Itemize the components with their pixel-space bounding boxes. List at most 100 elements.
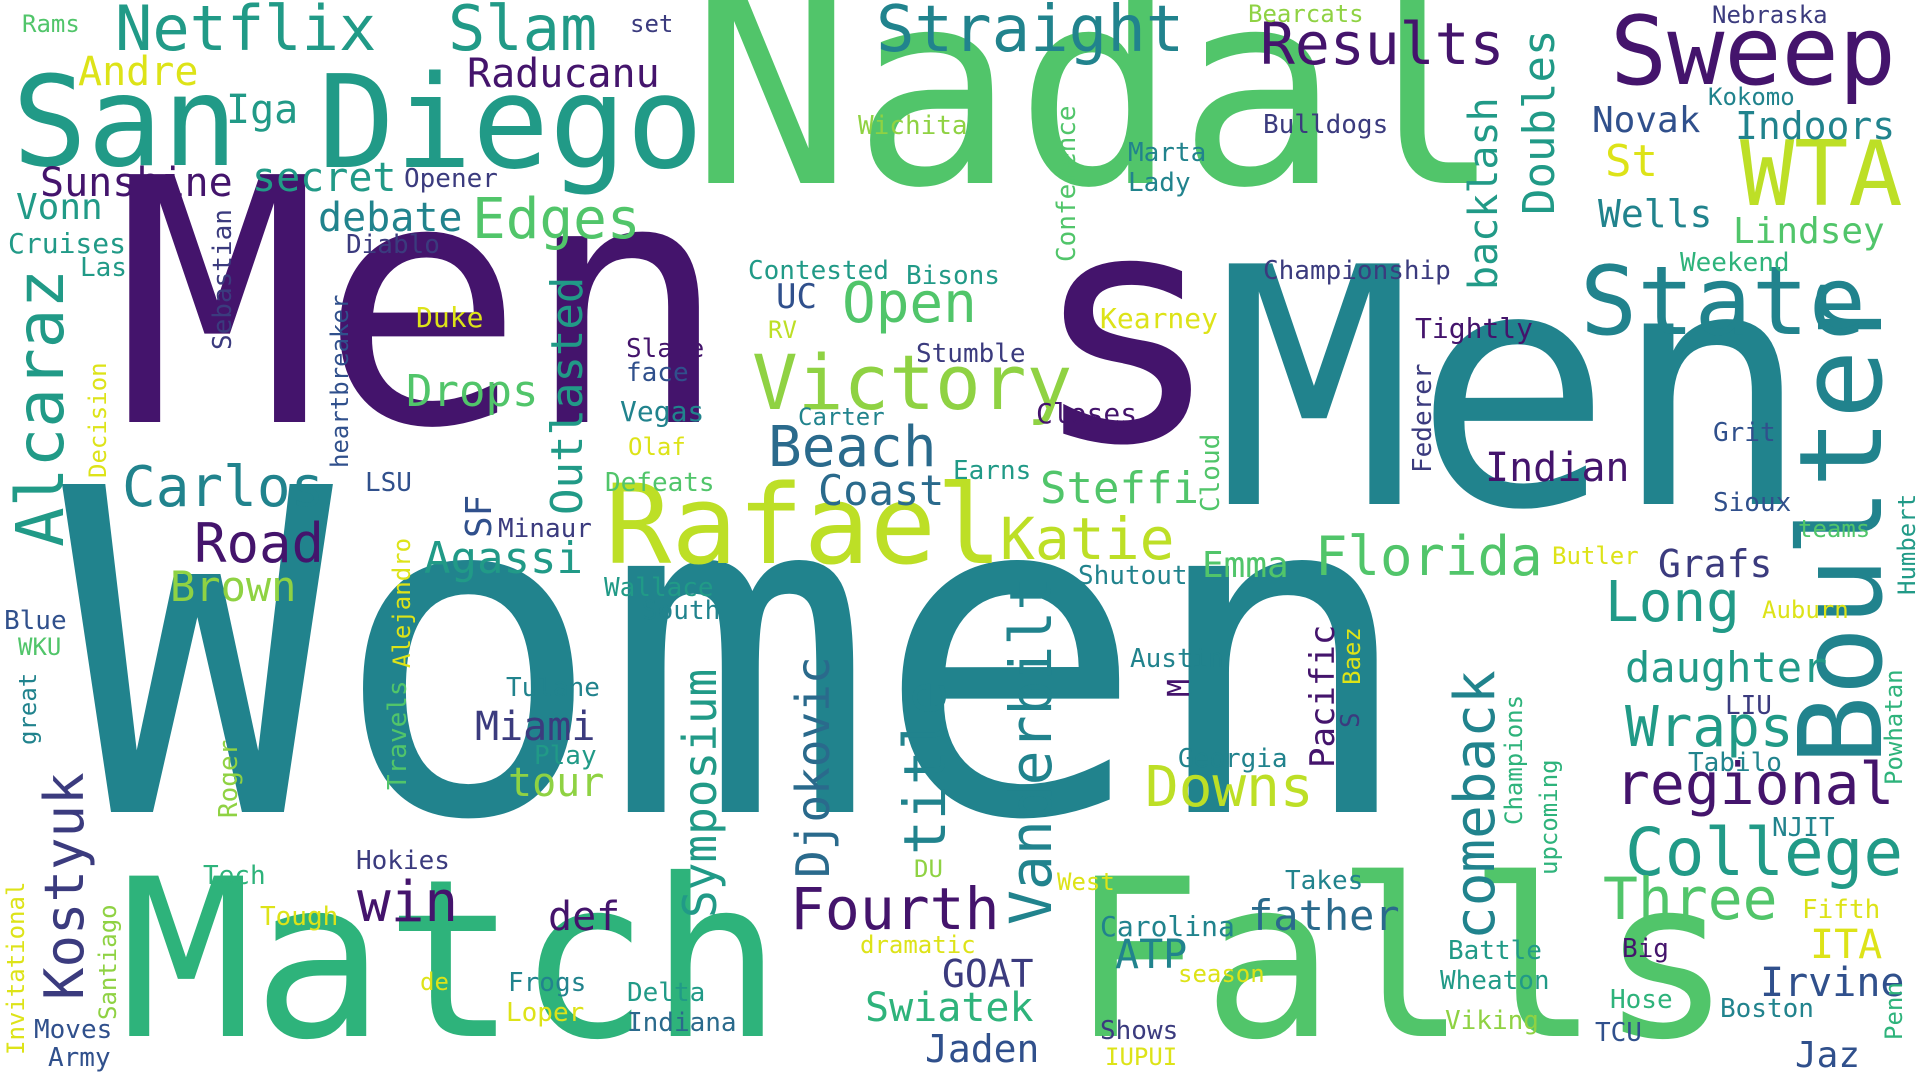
word-big: Big (1622, 934, 1669, 964)
word-irvine: Irvine (1760, 960, 1905, 1006)
word-results: Results (1260, 10, 1505, 78)
word-debate: debate (318, 195, 463, 241)
word-sioux: Sioux (1713, 488, 1792, 518)
word-road: Road (194, 512, 325, 575)
word-tour: tour (508, 760, 605, 806)
word-iga: Iga (226, 87, 299, 133)
word-penn: Penn (1880, 982, 1908, 1040)
word-atp: ATP (1115, 932, 1188, 978)
word-men-left: Men (115, 107, 730, 503)
word-army: Army (48, 1043, 111, 1073)
word-federer: Federer (1408, 363, 1438, 473)
word-battle: Battle (1448, 936, 1542, 966)
word-duke: Duke (416, 301, 484, 334)
word-invitational: Invitational (2, 881, 30, 1055)
word-butler: Butler (1552, 542, 1639, 570)
word-lindsey: Lindsey (1733, 211, 1885, 252)
word-uc: UC (776, 277, 817, 317)
word-vonn: Vonn (16, 187, 103, 228)
word-wells: Wells (1598, 192, 1713, 236)
word-baez: Baez (1338, 627, 1366, 685)
word-rams: Rams (22, 10, 80, 38)
word-brown: Brown (170, 562, 297, 611)
word-las: Las (80, 253, 127, 283)
word-wallace: Wallace (604, 573, 714, 603)
word-carolina: Carolina (1100, 910, 1235, 943)
word-carlos: Carlos (122, 455, 325, 520)
word-njit: NJIT (1772, 813, 1835, 843)
word-sunshine: Sunshine (40, 160, 233, 206)
word-diego: Diego (318, 49, 704, 198)
word-south: South (642, 596, 721, 626)
word-heartbreaker: heartbreaker (326, 294, 354, 468)
word-kostyuk: Kostyuk (33, 772, 96, 1000)
word-lady: Lady (1128, 168, 1191, 198)
word-novak: Novak (1592, 100, 1701, 141)
word-s-small: S (1336, 712, 1366, 728)
word-tulane: Tulane (506, 673, 600, 703)
word-grit: Grit (1713, 418, 1776, 448)
word-roger: Roger (214, 739, 244, 818)
word-open: Open (842, 271, 977, 336)
word-alejandro: Alejandro (388, 537, 416, 668)
word-goat: GOAT (942, 952, 1034, 996)
word-ita: ITA (1810, 922, 1883, 968)
word-drops: Drops (406, 366, 539, 417)
word-nadal: Nadal (690, 0, 1503, 247)
word-bulldogs: Bulldogs (1263, 110, 1389, 140)
word-pacific: Pacific (1303, 624, 1343, 768)
word-tough: Tough (260, 902, 339, 932)
word-carter: Carter (798, 403, 885, 431)
word-def: def (548, 894, 621, 940)
word-de: de (420, 968, 449, 996)
word-emma: Emma (1202, 545, 1289, 586)
word-katie: Katie (1000, 505, 1175, 573)
word-long: Long (1605, 570, 1740, 635)
word-father: father (1248, 891, 1400, 940)
word-play: Play (534, 741, 597, 771)
word-minaur: Minaur (498, 514, 592, 544)
word-vanderbilt: Vanderbilt (997, 575, 1065, 925)
word-takes: Takes (1285, 866, 1364, 896)
word-auburn: Auburn (1762, 596, 1849, 624)
word-humbert: Humbert (1893, 493, 1920, 595)
word-backlash: backlash (1461, 97, 1507, 290)
word-women: Women (62, 395, 1417, 919)
word-daughter: daughter (1625, 643, 1828, 692)
word-doubles: Doubles (1514, 29, 1565, 215)
word-season: season (1178, 960, 1265, 988)
word-andre: Andre (78, 49, 199, 95)
word-slam: Slam (448, 0, 598, 65)
word-swiatek: Swiatek (865, 985, 1034, 1031)
word-decision: Decision (84, 362, 112, 478)
word-weekend: Weekend (1680, 248, 1790, 278)
word-st: St (1605, 136, 1658, 187)
word-jaden: Jaden (925, 1027, 1040, 1071)
word-shows: Shows (1100, 1016, 1179, 1046)
word-cruises: Cruises (8, 227, 127, 260)
word-iupui: IUPUI (1105, 1043, 1178, 1071)
word-coast: Coast (818, 466, 945, 515)
word-diablo: Diablo (346, 230, 440, 260)
word-santiago: Santiago (94, 904, 122, 1020)
word-indian: Indian (1485, 445, 1630, 491)
word-steffi: Steffi (1040, 463, 1199, 514)
word-nebraska: Nebraska (1712, 1, 1828, 29)
word-contested: Contested (748, 256, 889, 286)
word-match: Match (120, 832, 783, 1080)
word-jaz: Jaz (1795, 1035, 1861, 1076)
word-raducanu: Raducanu (467, 51, 660, 97)
word-hose: Hose (1610, 985, 1673, 1015)
word-tech: Tech (203, 861, 266, 891)
word-champions: Champions (1500, 694, 1528, 825)
word-falls: Falls (1070, 832, 1733, 1080)
word-great: great (14, 672, 42, 745)
word-sf: SF (459, 494, 500, 538)
word-downs: Downs (1145, 755, 1314, 820)
word-sweep: Sweep (1610, 0, 1896, 107)
word-san: San (12, 50, 238, 195)
word-liu: LIU (1725, 691, 1772, 721)
word-college: College (1625, 814, 1904, 891)
word-face: face (626, 358, 689, 388)
